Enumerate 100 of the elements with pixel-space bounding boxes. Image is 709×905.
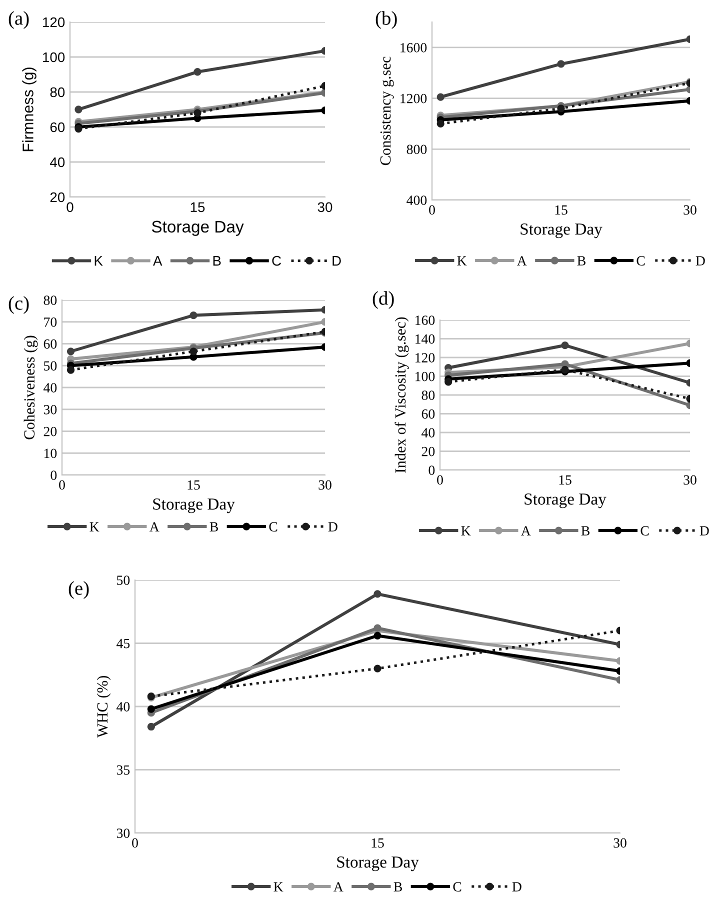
x-tick-label: 0 xyxy=(66,202,74,212)
point xyxy=(436,120,444,128)
y-tick-label: 40 xyxy=(116,702,130,712)
point xyxy=(436,93,444,101)
point xyxy=(561,341,569,350)
legend-label: K xyxy=(274,882,284,892)
y-tick-label: 80 xyxy=(422,390,435,400)
y-axis-title: WHC (%) xyxy=(96,676,111,738)
x-tick-label: 0 xyxy=(132,838,138,848)
y-tick-label: 10 xyxy=(44,448,57,458)
legend-label: B xyxy=(210,522,218,532)
y-tick-label: 120 xyxy=(43,17,65,28)
point xyxy=(374,632,382,640)
y-tick-label: 30 xyxy=(116,828,130,838)
legend-label: A xyxy=(333,882,344,892)
point xyxy=(374,590,382,598)
x-tick-label: 30 xyxy=(318,480,332,490)
x-axis-title: Storage Day xyxy=(152,220,244,236)
point xyxy=(374,664,382,672)
y-tick-label: 40 xyxy=(44,383,57,392)
legend-label: C xyxy=(453,882,462,892)
point xyxy=(66,366,75,374)
x-tick-label: 30 xyxy=(684,205,696,215)
legend-label: C xyxy=(269,522,278,532)
y-axis-title: Cohesiveness (g) xyxy=(24,336,38,440)
legend-label: D xyxy=(700,526,709,536)
legend-label: D xyxy=(512,882,522,892)
y-tick-label: 40 xyxy=(422,428,435,438)
x-tick-label: 15 xyxy=(190,202,205,212)
legend-label: D xyxy=(696,256,705,266)
y-tick-label: 20 xyxy=(44,426,57,436)
x-tick-label: 30 xyxy=(684,475,696,485)
y-tick-label: 120 xyxy=(416,353,435,362)
x-tick-label: 30 xyxy=(614,838,626,848)
legend-label: A xyxy=(149,522,160,532)
chart-title: (a) xyxy=(8,11,29,29)
y-tick-label: 40 xyxy=(50,157,65,168)
legend-label: A xyxy=(153,256,162,266)
x-axis-title: Storage Day xyxy=(153,498,235,514)
y-tick-label: 80 xyxy=(44,296,57,305)
x-tick-label: 15 xyxy=(372,838,384,848)
chart-title: (b) xyxy=(376,11,397,29)
y-tick-label: 60 xyxy=(422,409,435,419)
y-tick-label: 800 xyxy=(406,144,427,154)
y-tick-label: 100 xyxy=(416,372,435,382)
x-tick-label: 30 xyxy=(318,202,332,212)
point xyxy=(557,104,565,112)
point xyxy=(147,722,155,731)
y-axis-title: Firmness (g) xyxy=(22,68,36,152)
legend-label: K xyxy=(461,526,471,536)
legend-label: B xyxy=(577,256,586,266)
x-axis-title: Storage Day xyxy=(520,223,602,238)
legend-label: B xyxy=(213,256,221,266)
legend-label: D xyxy=(332,256,341,266)
legend-label: K xyxy=(457,256,467,266)
point xyxy=(374,624,382,632)
legend-label: A xyxy=(516,256,527,266)
legend-label: K xyxy=(90,522,100,532)
x-axis-title: Storage Day xyxy=(524,493,606,508)
legend-label: K xyxy=(94,256,103,266)
y-tick-label: 35 xyxy=(116,765,130,775)
chart-title: (c) xyxy=(8,296,29,314)
legend-label: B xyxy=(581,526,590,536)
y-tick-label: 60 xyxy=(50,122,65,132)
legend-label: D xyxy=(328,522,338,532)
y-tick-label: 20 xyxy=(422,446,435,456)
legend-label: C xyxy=(272,256,282,266)
y-tick-label: 100 xyxy=(43,52,65,62)
x-tick-label: 15 xyxy=(188,480,200,490)
x-axis-title: Storage Day xyxy=(337,856,419,872)
y-tick-label: 80 xyxy=(50,87,65,98)
x-tick-label: 0 xyxy=(437,475,443,485)
y-tick-label: 140 xyxy=(416,334,435,344)
legend-label: C xyxy=(636,256,645,266)
point xyxy=(194,68,202,76)
y-axis-title: Consistency g.sec xyxy=(380,56,394,166)
point xyxy=(557,60,565,68)
point xyxy=(190,311,198,320)
point xyxy=(66,348,75,356)
y-tick-label: 20 xyxy=(50,192,65,202)
y-tick-label: 50 xyxy=(117,576,130,585)
y-tick-label: 1200 xyxy=(400,94,427,104)
chart-title: (d) xyxy=(372,291,394,309)
legend-label: B xyxy=(394,882,402,892)
chart-title: (e) xyxy=(68,581,89,599)
point xyxy=(444,378,452,386)
legend-label: A xyxy=(520,526,531,536)
y-tick-label: 70 xyxy=(44,317,57,327)
point xyxy=(147,705,155,713)
y-tick-label: 160 xyxy=(416,316,435,325)
y-tick-label: 0 xyxy=(428,466,435,475)
y-tick-label: 30 xyxy=(44,404,57,414)
point xyxy=(74,106,82,114)
legend-label: C xyxy=(640,526,649,536)
y-tick-label: 1600 xyxy=(400,43,427,52)
point xyxy=(190,348,198,356)
x-tick-label: 15 xyxy=(555,205,568,215)
y-tick-label: 45 xyxy=(116,638,130,648)
y-axis-title: Index of Viscosity (g.sec) xyxy=(394,317,409,473)
y-tick-label: 60 xyxy=(44,339,57,349)
